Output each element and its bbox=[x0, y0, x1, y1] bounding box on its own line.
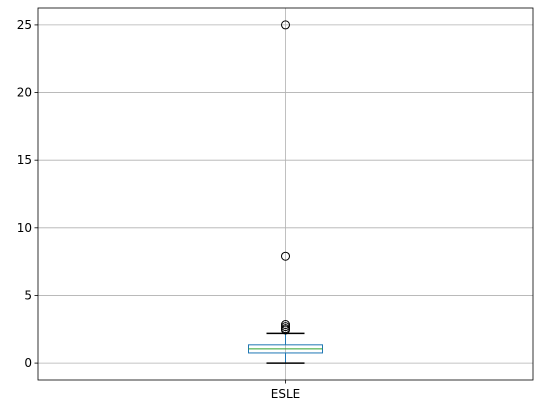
outlier-point bbox=[281, 251, 290, 261]
y-tick-label: 20 bbox=[17, 86, 32, 100]
y-tick-label: 25 bbox=[17, 18, 32, 32]
y-tick-label: 10 bbox=[17, 221, 32, 235]
y-tick-label: 0 bbox=[24, 356, 32, 370]
x-tick-label: ESLE bbox=[271, 387, 300, 401]
y-tick-label: 5 bbox=[24, 288, 32, 302]
outlier-point bbox=[281, 320, 290, 330]
outlier-point bbox=[281, 20, 290, 30]
y-tick-label: 15 bbox=[17, 153, 32, 167]
axes-frame bbox=[37, 7, 534, 381]
